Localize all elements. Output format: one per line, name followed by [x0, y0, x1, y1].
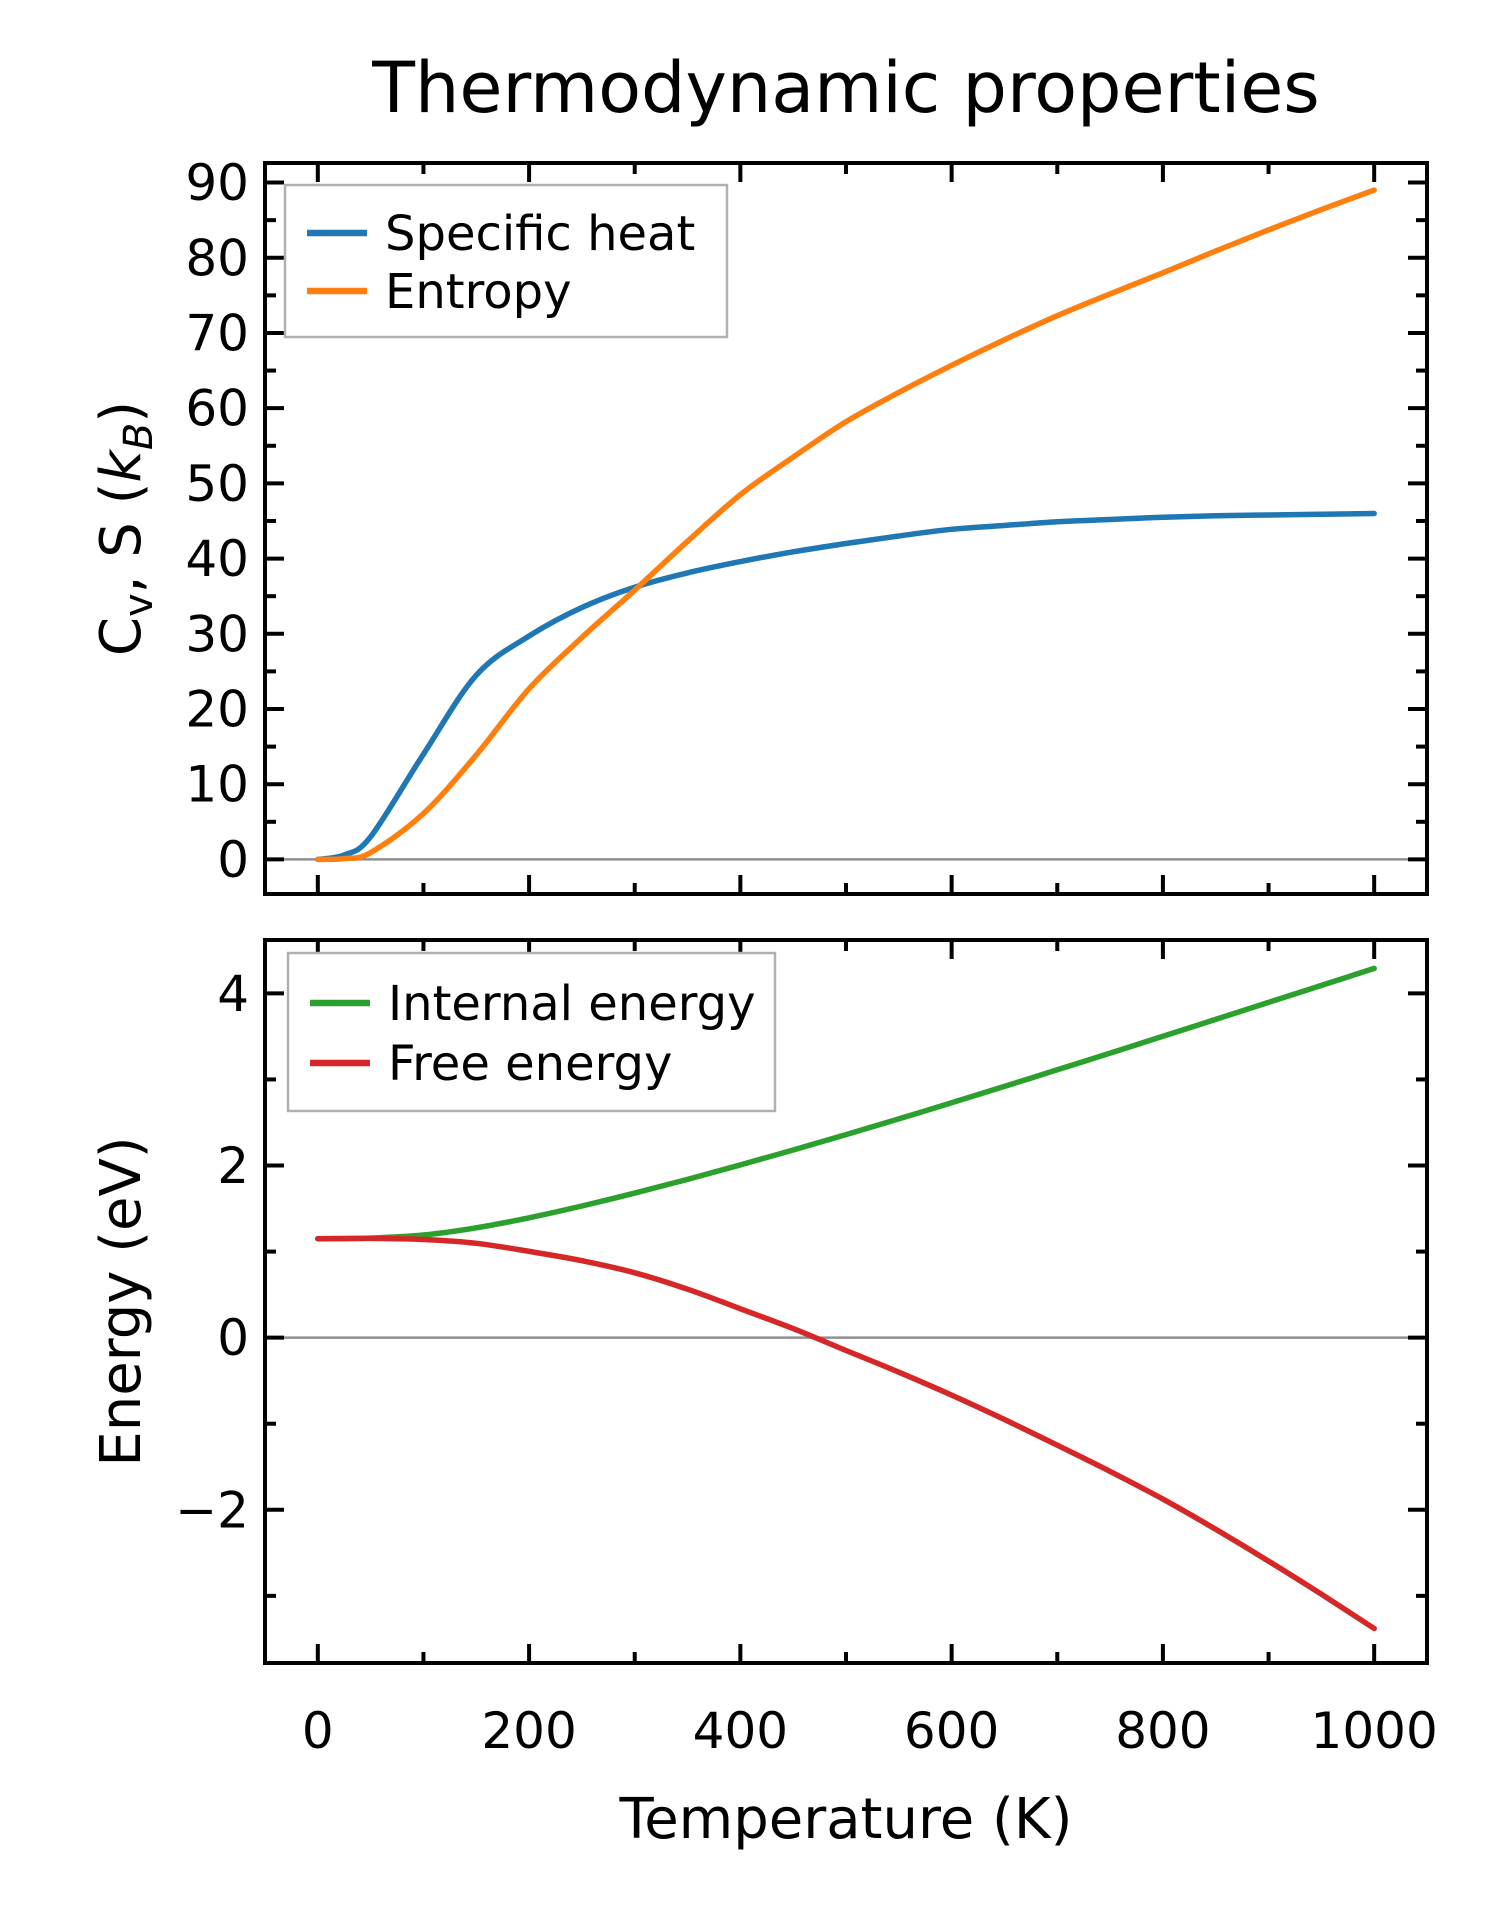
entropy-curve: [315, 187, 1377, 863]
free-energy-curve: [315, 1235, 1377, 1632]
chart-title: Thermodynamic properties: [371, 47, 1319, 129]
plot-border: [263, 938, 1429, 1665]
y-axis-label: Cv, S (kB): [89, 401, 162, 656]
y-axis-label-part: k: [89, 448, 154, 483]
curves: [315, 965, 1377, 1632]
x-tick-label: 1000: [1311, 1702, 1438, 1760]
curves: [315, 187, 1377, 863]
y-axis-label-part: , S (: [89, 483, 154, 594]
x-axis-label: Temperature (K): [619, 1787, 1073, 1852]
legend-label-free-energy: Free energy: [388, 1036, 672, 1092]
legend-label-entropy: Entropy: [385, 264, 572, 320]
y-tick-label: −2: [175, 1481, 249, 1539]
y-axis-label-part: C: [89, 617, 154, 656]
y-axis-label-part: B: [116, 423, 162, 450]
plot-border: [263, 161, 1429, 896]
y-tick-label: 30: [185, 605, 249, 663]
x-tick-label: 800: [1115, 1702, 1210, 1760]
legend-box: [286, 951, 777, 1113]
y-axis-label-part: v: [116, 593, 162, 617]
specific-heat-curve: [315, 510, 1377, 863]
y-tick-label: 2: [217, 1137, 249, 1195]
y-tick-label: 0: [217, 831, 249, 889]
y-tick-label: 90: [185, 154, 249, 212]
y-tick-label: 0: [217, 1309, 249, 1367]
top-panel: 0 10 20 30 40 50 60 70 80 90 Cv, S (kB) Specific he…: [89, 154, 1429, 896]
y-tick-label: 20: [185, 680, 249, 738]
internal-energy-curve: [315, 965, 1377, 1242]
legend-label-specific-heat: Specific heat: [385, 206, 695, 262]
y-axis-label-part: ): [89, 401, 154, 423]
y-tick-label: 40: [185, 530, 249, 588]
x-tick-label: 0: [302, 1702, 334, 1760]
y-tick-label: 60: [185, 380, 249, 438]
x-tick-label: 200: [481, 1702, 576, 1760]
y-tick-label: 4: [217, 965, 249, 1023]
y-axis-label: Energy (eV): [89, 1136, 154, 1466]
y-tick-label: 10: [185, 756, 249, 814]
y-tick-label: 70: [185, 304, 249, 362]
legend-label-internal-energy: Internal energy: [388, 976, 756, 1032]
bottom-panel: −2 0 2 4 0 200 400 600 800 1000 Energy (eV) Interna…: [89, 938, 1438, 1760]
legend-box: [283, 183, 729, 339]
x-tick-label: 600: [904, 1702, 999, 1760]
y-axis-label-part: Energy (eV): [89, 1136, 154, 1466]
y-tick-label: 80: [185, 229, 249, 287]
x-tick-label: 400: [693, 1702, 788, 1760]
y-tick-label: 50: [185, 455, 249, 513]
